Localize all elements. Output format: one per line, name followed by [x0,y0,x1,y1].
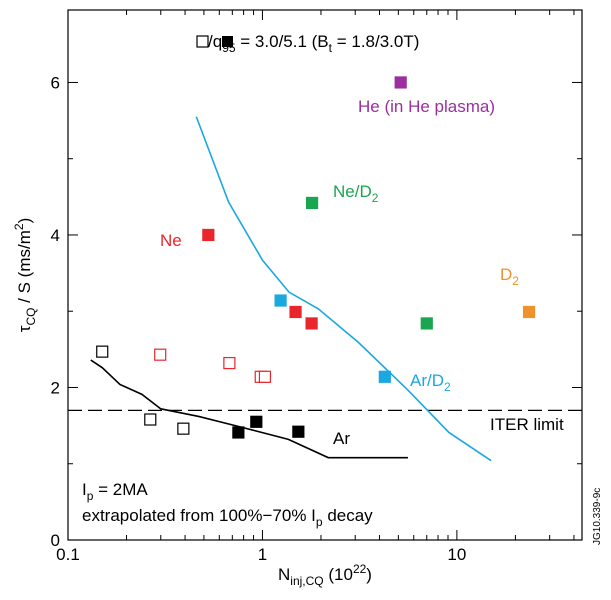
label-ar: Ar [333,429,350,448]
label-ip-part: = 2MA [93,480,148,499]
data-point [177,422,190,435]
data-point [202,228,215,242]
data-point [420,317,433,330]
data-point [258,370,272,383]
plot-frame [67,9,583,541]
y-axis-label-part: ) [15,218,34,224]
data-point [250,415,263,428]
data-point [96,345,109,358]
x-tick-label: 1 [258,545,267,564]
figure-id: JG10.339-9c [592,488,603,545]
data-point [305,317,318,330]
data-point [274,294,287,307]
label-ne-d2-part: Ne/D [333,182,372,201]
legend-filled-square [222,36,233,47]
data-point [232,426,245,439]
y-axis-label-part: τ [15,325,34,332]
y-tick-label: 6 [51,73,60,92]
label-ar-d2-part: Ar/D [410,371,444,390]
label-he-part: He (in He plasma) [358,97,495,116]
y-tick-label: 4 [51,226,60,245]
y-axis-label-part: CQ [24,308,38,326]
label-extrap-part: extrapolated from 100%−70% I [82,506,316,525]
legend-text: /q95 = 3.0/5.1 (Bt = 1.8/3.0T) [208,32,419,55]
trend-curve [195,116,492,462]
label-ne-d2: Ne/D2 [333,182,379,205]
label-ne-d2-part: 2 [372,191,379,205]
legend-text-part: = 3.0/5.1 (B [236,32,329,51]
data-point [394,76,407,89]
y-axis-label: τCQ / S (ms/m2) [12,218,38,333]
x-axis-label-part: 22 [353,562,367,576]
x-axis-label-part: inj,CQ [290,574,323,588]
label-extrap: extrapolated from 100%−70% Ip decay [82,506,373,529]
legend-text-part: = 1.8/3.0T) [332,32,419,51]
label-d2-part: D [500,265,512,284]
label-ip-part: p [87,489,94,503]
legend-text-part: q [213,32,222,51]
label-d2-part: 2 [512,274,519,288]
x-tick-label: 0.1 [56,545,80,564]
label-iter: ITER limit [490,415,564,434]
data-point [289,305,302,319]
data-point [522,305,536,319]
label-ar-d2: Ar/D2 [410,371,451,394]
x-axis-label: Ninj,CQ (1022) [278,562,372,588]
label-ne-part: Ne [160,231,182,250]
label-iter-part: ITER limit [490,415,564,434]
x-axis-label-part: N [278,565,290,584]
x-axis-label-part: ) [366,565,372,584]
y-tick-label: 2 [51,378,60,397]
data-point [144,413,157,426]
data-point [154,348,167,361]
label-extrap-part: p [316,515,323,529]
legend-text-part: t [329,41,333,55]
x-axis-label-part: (10 [324,565,353,584]
data-point [292,425,305,438]
label-ne: Ne [160,231,182,250]
legend-open-square [196,35,209,48]
y-tick-label: 0 [51,531,60,550]
x-tick-label: 10 [447,545,466,564]
data-point [305,196,319,210]
label-ip: Ip = 2MA [82,480,148,503]
y-axis-label-part: / S (ms/m [15,230,34,307]
label-extrap-part: decay [323,506,374,525]
trend-curve [90,359,408,459]
label-ar-part: Ar [333,429,350,448]
legend-text-part: / [208,32,213,51]
label-he: He (in He plasma) [358,97,495,116]
data-point [378,370,391,383]
legend-text-part: 95 [222,41,236,55]
label-d2: D2 [500,265,519,288]
y-axis-label-part: 2 [12,223,26,230]
label-ip-part: I [82,480,87,499]
data-point [223,356,236,370]
label-ar-d2-part: 2 [444,380,451,394]
